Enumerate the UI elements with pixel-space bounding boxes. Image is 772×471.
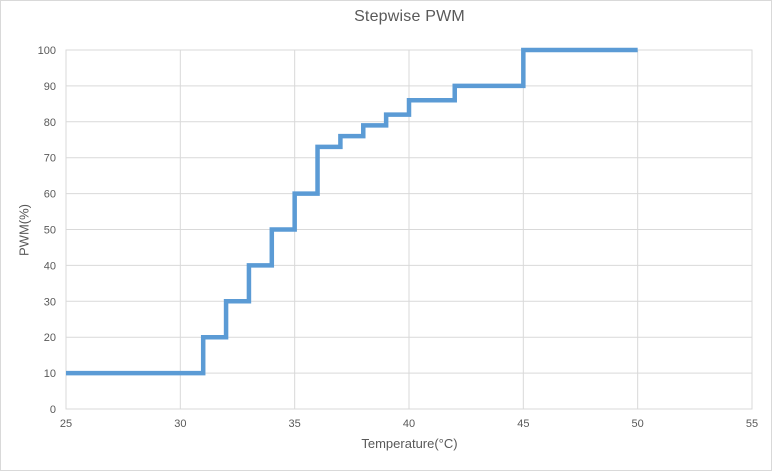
y-tick-label: 60: [44, 189, 56, 201]
x-tick-label: 35: [289, 418, 301, 430]
chart-title: Stepwise PWM: [354, 8, 465, 25]
y-tick-label: 100: [38, 45, 56, 57]
x-tick-label: 45: [517, 418, 529, 430]
y-axis-title: PWM(%): [16, 204, 32, 256]
y-tick-label: 40: [44, 260, 56, 272]
plot-border: [65, 49, 753, 410]
y-tick-label: 30: [44, 296, 56, 308]
series-pwm-step-line: [66, 47, 638, 376]
y-tick-label: 0: [50, 404, 56, 416]
y-tick-label: 70: [44, 153, 56, 165]
y-tick-label: 80: [44, 117, 56, 129]
x-tick-label: 30: [174, 418, 186, 430]
y-tick-label: 20: [44, 332, 56, 344]
y-tick-label: 50: [44, 225, 56, 237]
x-tick-label: 50: [632, 418, 644, 430]
x-tick-label: 40: [403, 418, 415, 430]
y-tick-label: 90: [44, 81, 56, 93]
x-axis-title: Temperature(°C): [361, 436, 458, 451]
x-tick-label: 55: [746, 418, 758, 430]
x-tick-label: 25: [60, 418, 72, 430]
y-tick-label: 10: [44, 368, 56, 380]
